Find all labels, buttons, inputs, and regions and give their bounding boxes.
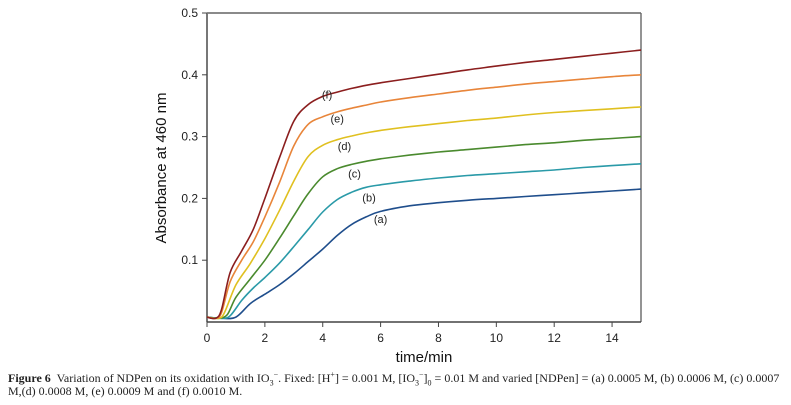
caption-text-5: = 0.01 M and varied [NDPen] = (a) 0.0005… <box>8 371 780 398</box>
caption-sup-3: − <box>419 370 424 379</box>
x-tick-label: 14 <box>605 331 619 345</box>
y-tick-label: 0.3 <box>181 130 198 144</box>
y-tick-label: 0.5 <box>181 6 198 20</box>
caption-text-4: ] <box>423 371 428 385</box>
x-tick-label: 4 <box>319 331 326 345</box>
curve-label-d: (d) <box>338 141 351 153</box>
y-tick-label: 0.2 <box>181 191 198 205</box>
curve-label-f: (f) <box>322 89 332 101</box>
figure-caption: Figure 6 Variation of NDPen on its oxida… <box>8 370 788 398</box>
curve-b <box>206 163 642 320</box>
curve-c <box>206 135 642 320</box>
curve-d <box>206 106 642 320</box>
x-tick-label: 2 <box>262 331 269 345</box>
curves-group <box>206 49 642 320</box>
absorbance-chart: 0 2 4 6 8 10 12 140.10.20.30.40.5 (a)(b)(c)(d)(… <box>153 6 642 366</box>
plot-axes: 0 2 4 6 8 10 12 14 0.1 0.2 0.3 0.4 0.5 <box>181 6 642 345</box>
curve-a <box>206 188 642 320</box>
curve-label-c: (c) <box>348 168 361 180</box>
x-tick-label: 10 <box>490 331 504 345</box>
curve-label-b: (b) <box>362 192 375 204</box>
x-tick-label: 8 <box>435 331 442 345</box>
x-tick-label: 6 <box>377 331 384 345</box>
caption-sub-4: 0 <box>427 378 432 388</box>
curve-label-a: (a) <box>374 214 387 226</box>
x-tick-label: 0 <box>204 331 211 345</box>
y-tick-label: 0.1 <box>181 253 198 267</box>
x-tick-label: 12 <box>548 331 562 345</box>
curve-e <box>206 74 642 320</box>
x-axis-title: time/min <box>396 349 453 366</box>
figure-label: Figure 6 <box>8 371 51 385</box>
caption-text-1: Variation of NDPen on its oxidation with… <box>56 371 270 385</box>
curve-labels-group: (a) (b)(c) (d) (e) (f) <box>322 89 387 226</box>
caption-sub-3: 3 <box>415 378 420 388</box>
curve-f <box>206 49 642 320</box>
caption-text-3: ] = 0.001 M, [IO <box>334 371 416 385</box>
caption-text-2: . Fixed: [H <box>278 371 331 385</box>
caption-sub-1: 3 <box>269 378 274 388</box>
y-tick-label: 0.4 <box>181 68 198 82</box>
y-axis-title: Absorbance at 460 nm <box>153 93 170 244</box>
curve-label-e: (e) <box>330 113 343 125</box>
caption-sup-1: − <box>273 370 279 379</box>
caption-sup-2: + <box>330 370 335 379</box>
